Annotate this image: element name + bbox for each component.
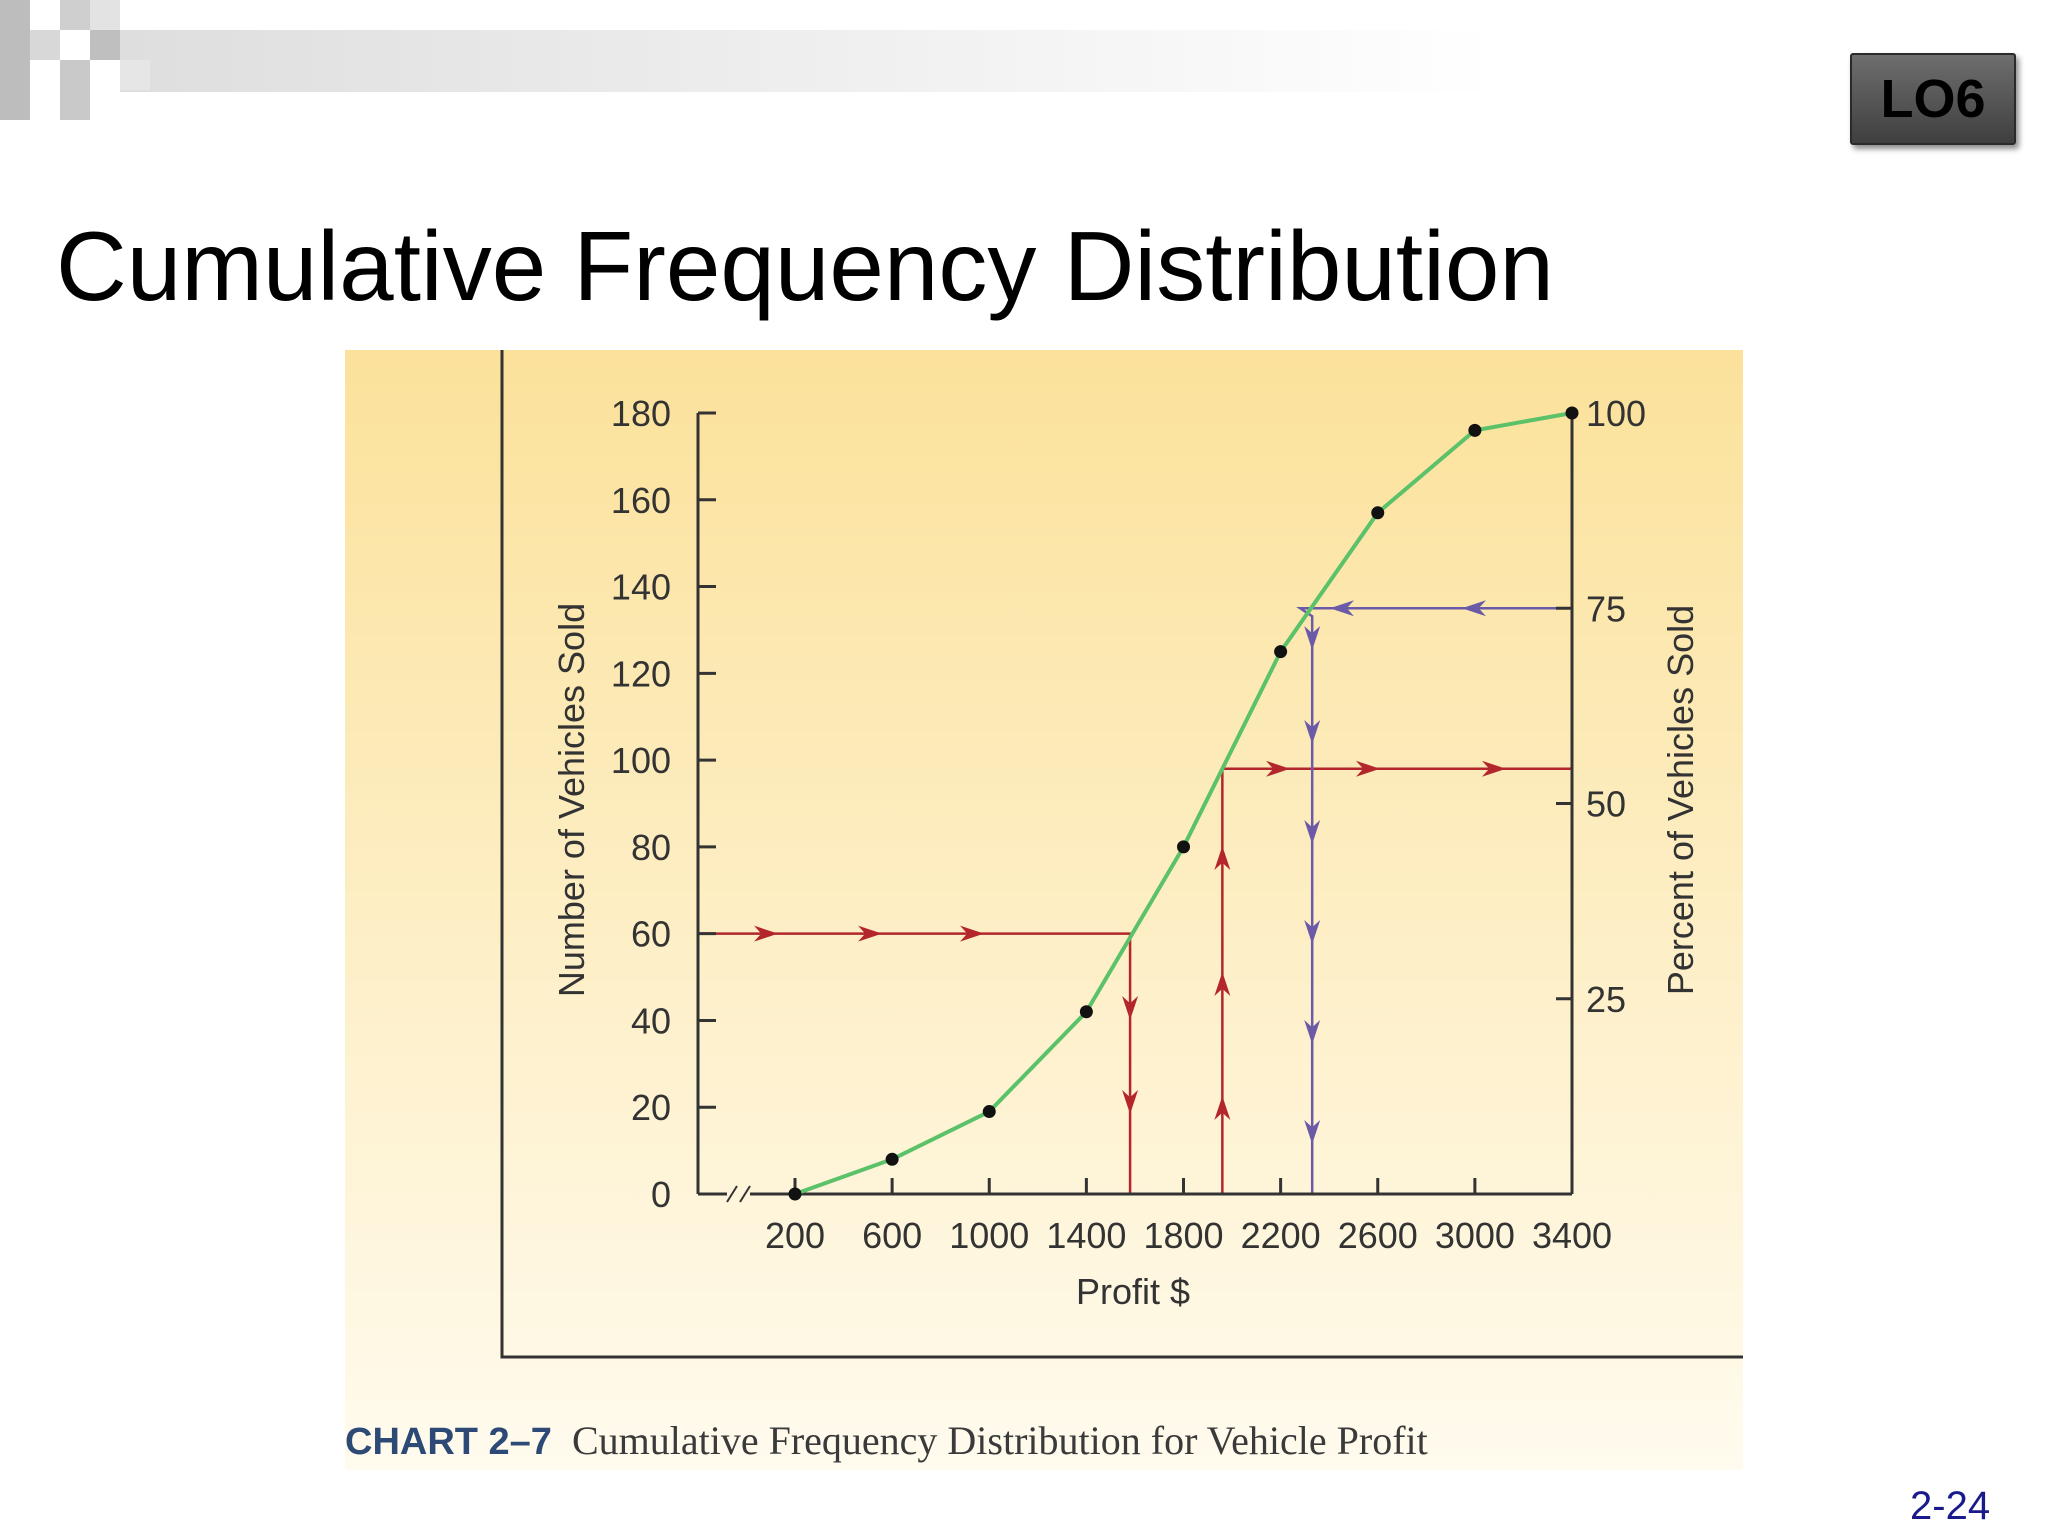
y2-tick-label: 100 <box>1586 393 1646 434</box>
guide-arrow <box>1214 972 1231 996</box>
guide-arrow <box>1304 820 1321 844</box>
axis-break-mark <box>726 1185 738 1203</box>
chart-caption: CHART 2–7 Cumulative Frequency Distributi… <box>345 1418 1428 1463</box>
guide-arrow <box>1462 600 1486 617</box>
x-tick-label: 600 <box>862 1215 922 1256</box>
data-point <box>1565 406 1579 420</box>
guide-arrow <box>1304 920 1321 944</box>
data-point <box>1079 1005 1093 1019</box>
y-tick-label: 180 <box>611 393 671 434</box>
guide-arrow <box>1122 1090 1139 1114</box>
panel-frame <box>500 350 1743 1359</box>
data-point <box>885 1152 899 1166</box>
data-point <box>788 1187 802 1201</box>
y-tick-label: 80 <box>631 827 671 868</box>
axes: 0 20 40 60 80 100 120 140 160 180 200 600 1000 1400 18… <box>611 393 1646 1256</box>
data-point <box>1468 423 1482 437</box>
y-tick-label: 160 <box>611 480 671 521</box>
guide-arrow <box>1304 1120 1321 1144</box>
x-tick-label: 1800 <box>1143 1215 1223 1256</box>
x-tick-label: 2200 <box>1241 1215 1321 1256</box>
x-tick-label: 3400 <box>1532 1215 1612 1256</box>
y-tick-label: 40 <box>631 1000 671 1041</box>
guide-arrow <box>754 925 778 942</box>
x-tick-label: 1400 <box>1046 1215 1126 1256</box>
page-title: Cumulative Frequency Distribution <box>56 211 1554 321</box>
y2-axis-title: Percent of Vehicles Sold <box>1660 605 1701 995</box>
y-tick-label: 20 <box>631 1087 671 1128</box>
y-axis-title: Number of Vehicles Sold <box>551 603 592 997</box>
guide-arrow <box>1214 1096 1231 1120</box>
y-tick-label: 60 <box>631 914 671 955</box>
slide-decoration <box>0 0 1500 120</box>
guide-arrow <box>1356 760 1380 777</box>
x-axis-title: Profit $ <box>1076 1271 1190 1312</box>
x-tick-label: 200 <box>765 1215 825 1256</box>
y-tick-label: 100 <box>611 740 671 781</box>
guide-arrow <box>1122 996 1139 1020</box>
chart-panel <box>345 350 1743 1470</box>
guide-arrow <box>1482 760 1506 777</box>
lo6-badge: LO6 <box>1850 53 2016 145</box>
x-tick-label: 2600 <box>1338 1215 1418 1256</box>
guide-arrow <box>1304 1020 1321 1044</box>
data-point <box>1274 645 1288 659</box>
guide-arrow <box>858 925 882 942</box>
guide-arrow <box>960 925 984 942</box>
guide-arrow <box>1304 720 1321 744</box>
y-tick-label: 120 <box>611 653 671 694</box>
y2-tick-label: 25 <box>1586 979 1626 1020</box>
data-point <box>1371 506 1385 520</box>
cumulative-curve <box>788 406 1579 1201</box>
y2-tick-label: 50 <box>1586 784 1626 825</box>
caption-label: CHART 2–7 <box>345 1421 552 1463</box>
caption-text: Cumulative Frequency Distribution for Ve… <box>572 1418 1428 1463</box>
y2-tick-label: 75 <box>1586 588 1626 629</box>
guide-arrow <box>1214 846 1231 870</box>
guide-arrow <box>1266 760 1290 777</box>
guide-arrow <box>1330 600 1354 617</box>
y-tick-label: 0 <box>651 1174 671 1215</box>
data-point <box>1177 840 1190 854</box>
y-tick-label: 140 <box>611 567 671 608</box>
x-tick-label: 1000 <box>949 1215 1029 1256</box>
page-number: 2-24 <box>1910 1484 1991 1528</box>
axis-break-mark <box>739 1185 751 1203</box>
guide-arrow <box>1304 626 1321 650</box>
x-tick-label: 3000 <box>1435 1215 1515 1256</box>
data-point <box>982 1105 996 1119</box>
